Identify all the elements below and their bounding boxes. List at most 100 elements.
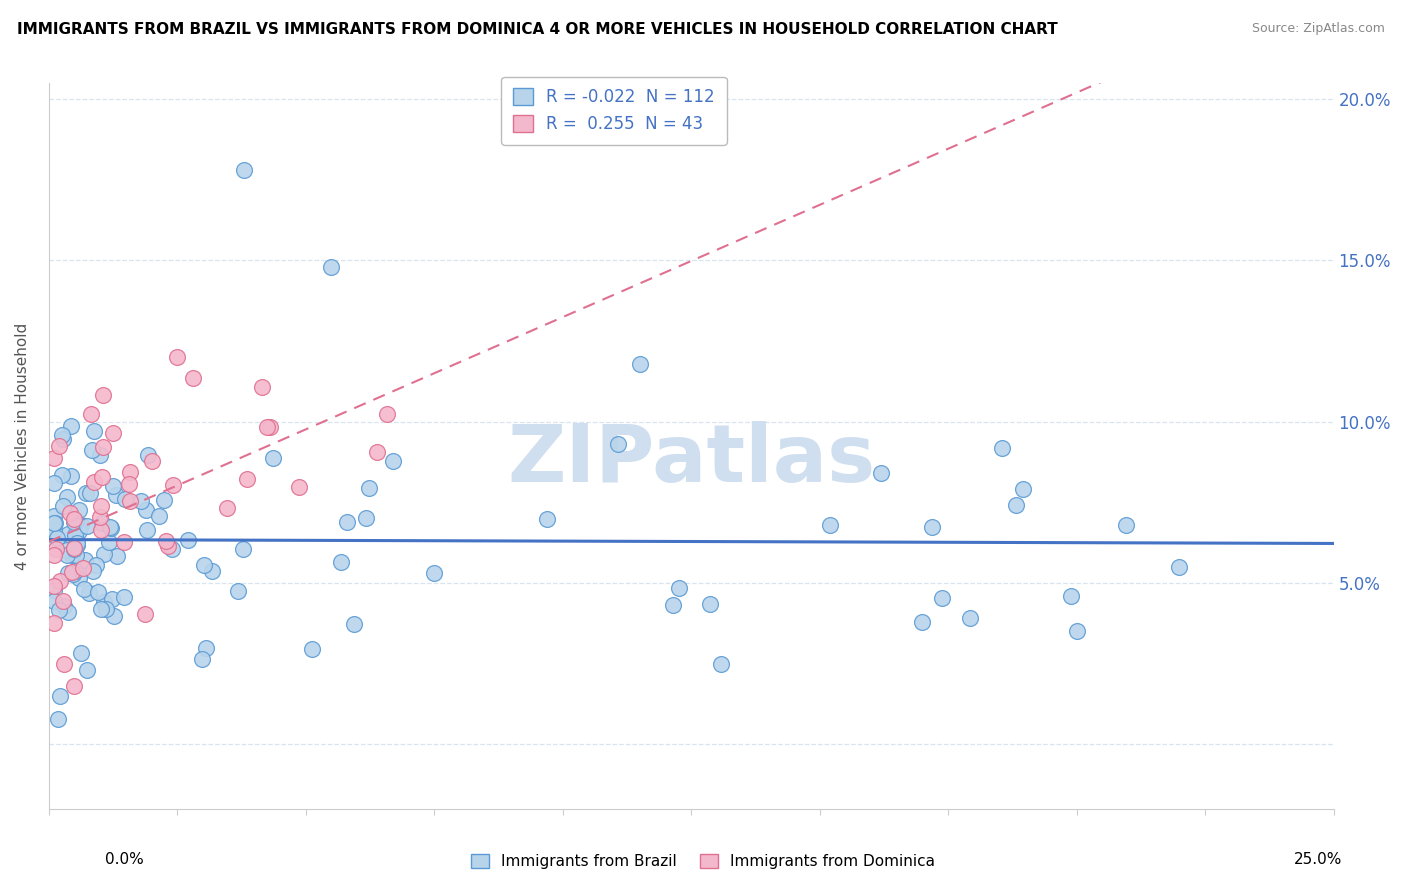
Point bbox=[818, 518, 841, 533]
Point bbox=[148, 508, 170, 523]
Point bbox=[193, 558, 215, 572]
Point bbox=[662, 598, 685, 612]
Point bbox=[42, 615, 65, 630]
Point bbox=[42, 548, 65, 562]
Point bbox=[48, 689, 70, 703]
Point bbox=[101, 479, 124, 493]
Point bbox=[82, 564, 104, 578]
Point bbox=[76, 663, 98, 677]
Text: ZIPatlas: ZIPatlas bbox=[508, 421, 876, 500]
Point bbox=[55, 490, 77, 504]
Point bbox=[136, 449, 159, 463]
Point bbox=[79, 485, 101, 500]
Point bbox=[135, 503, 157, 517]
Point bbox=[59, 469, 82, 483]
Point bbox=[52, 599, 75, 613]
Point bbox=[63, 679, 86, 693]
Text: 0.0%: 0.0% bbox=[105, 852, 145, 867]
Point bbox=[70, 518, 93, 533]
Point bbox=[112, 534, 135, 549]
Point bbox=[66, 536, 89, 550]
Point bbox=[366, 444, 388, 458]
Point bbox=[62, 567, 84, 582]
Point bbox=[89, 510, 111, 524]
Point bbox=[129, 493, 152, 508]
Point bbox=[90, 523, 112, 537]
Point bbox=[162, 477, 184, 491]
Point bbox=[90, 602, 112, 616]
Point bbox=[73, 582, 96, 596]
Point bbox=[423, 566, 446, 580]
Point bbox=[91, 388, 114, 402]
Point bbox=[201, 564, 224, 578]
Point bbox=[301, 641, 323, 656]
Point bbox=[112, 591, 135, 605]
Point bbox=[870, 467, 893, 481]
Point bbox=[991, 441, 1014, 455]
Point bbox=[91, 470, 114, 484]
Text: 25.0%: 25.0% bbox=[1295, 852, 1343, 867]
Point bbox=[62, 541, 84, 555]
Point bbox=[62, 542, 84, 557]
Point bbox=[134, 607, 156, 621]
Point bbox=[710, 657, 733, 671]
Point bbox=[1066, 624, 1088, 639]
Point bbox=[76, 518, 98, 533]
Point bbox=[1115, 518, 1137, 533]
Point bbox=[42, 509, 65, 524]
Point bbox=[250, 380, 273, 394]
Y-axis label: 4 or more Vehicles in Household: 4 or more Vehicles in Household bbox=[15, 322, 30, 570]
Point bbox=[94, 601, 117, 615]
Point bbox=[56, 566, 79, 581]
Point bbox=[51, 467, 73, 482]
Point bbox=[226, 583, 249, 598]
Point bbox=[536, 512, 558, 526]
Point bbox=[1168, 560, 1191, 574]
Point bbox=[65, 514, 87, 528]
Point bbox=[104, 488, 127, 502]
Point bbox=[628, 357, 651, 371]
Point bbox=[52, 432, 75, 446]
Point bbox=[63, 512, 86, 526]
Point bbox=[217, 501, 239, 516]
Point bbox=[51, 428, 73, 442]
Point bbox=[45, 531, 67, 545]
Point bbox=[67, 571, 90, 585]
Point bbox=[52, 500, 75, 514]
Point bbox=[42, 516, 65, 530]
Point bbox=[60, 566, 83, 580]
Point bbox=[66, 538, 89, 552]
Point bbox=[155, 533, 177, 548]
Point bbox=[91, 440, 114, 454]
Point bbox=[83, 475, 105, 489]
Point bbox=[354, 511, 377, 525]
Point bbox=[236, 472, 259, 486]
Point bbox=[911, 615, 934, 629]
Point bbox=[259, 420, 281, 434]
Point bbox=[101, 426, 124, 441]
Point bbox=[93, 595, 115, 609]
Point bbox=[69, 646, 91, 660]
Point bbox=[181, 371, 204, 385]
Point bbox=[58, 526, 80, 541]
Point bbox=[336, 515, 359, 529]
Point bbox=[153, 492, 176, 507]
Point bbox=[45, 541, 67, 556]
Point bbox=[59, 419, 82, 434]
Point bbox=[191, 652, 214, 666]
Point bbox=[1005, 498, 1028, 512]
Point bbox=[233, 163, 256, 178]
Point bbox=[118, 465, 141, 479]
Point bbox=[44, 516, 66, 531]
Point bbox=[42, 594, 65, 608]
Point bbox=[357, 482, 380, 496]
Point bbox=[89, 499, 111, 513]
Point bbox=[177, 533, 200, 547]
Point bbox=[75, 553, 97, 567]
Point bbox=[194, 640, 217, 655]
Point bbox=[42, 523, 65, 537]
Point bbox=[120, 494, 142, 508]
Point bbox=[77, 585, 100, 599]
Point bbox=[65, 548, 87, 562]
Point bbox=[103, 609, 125, 624]
